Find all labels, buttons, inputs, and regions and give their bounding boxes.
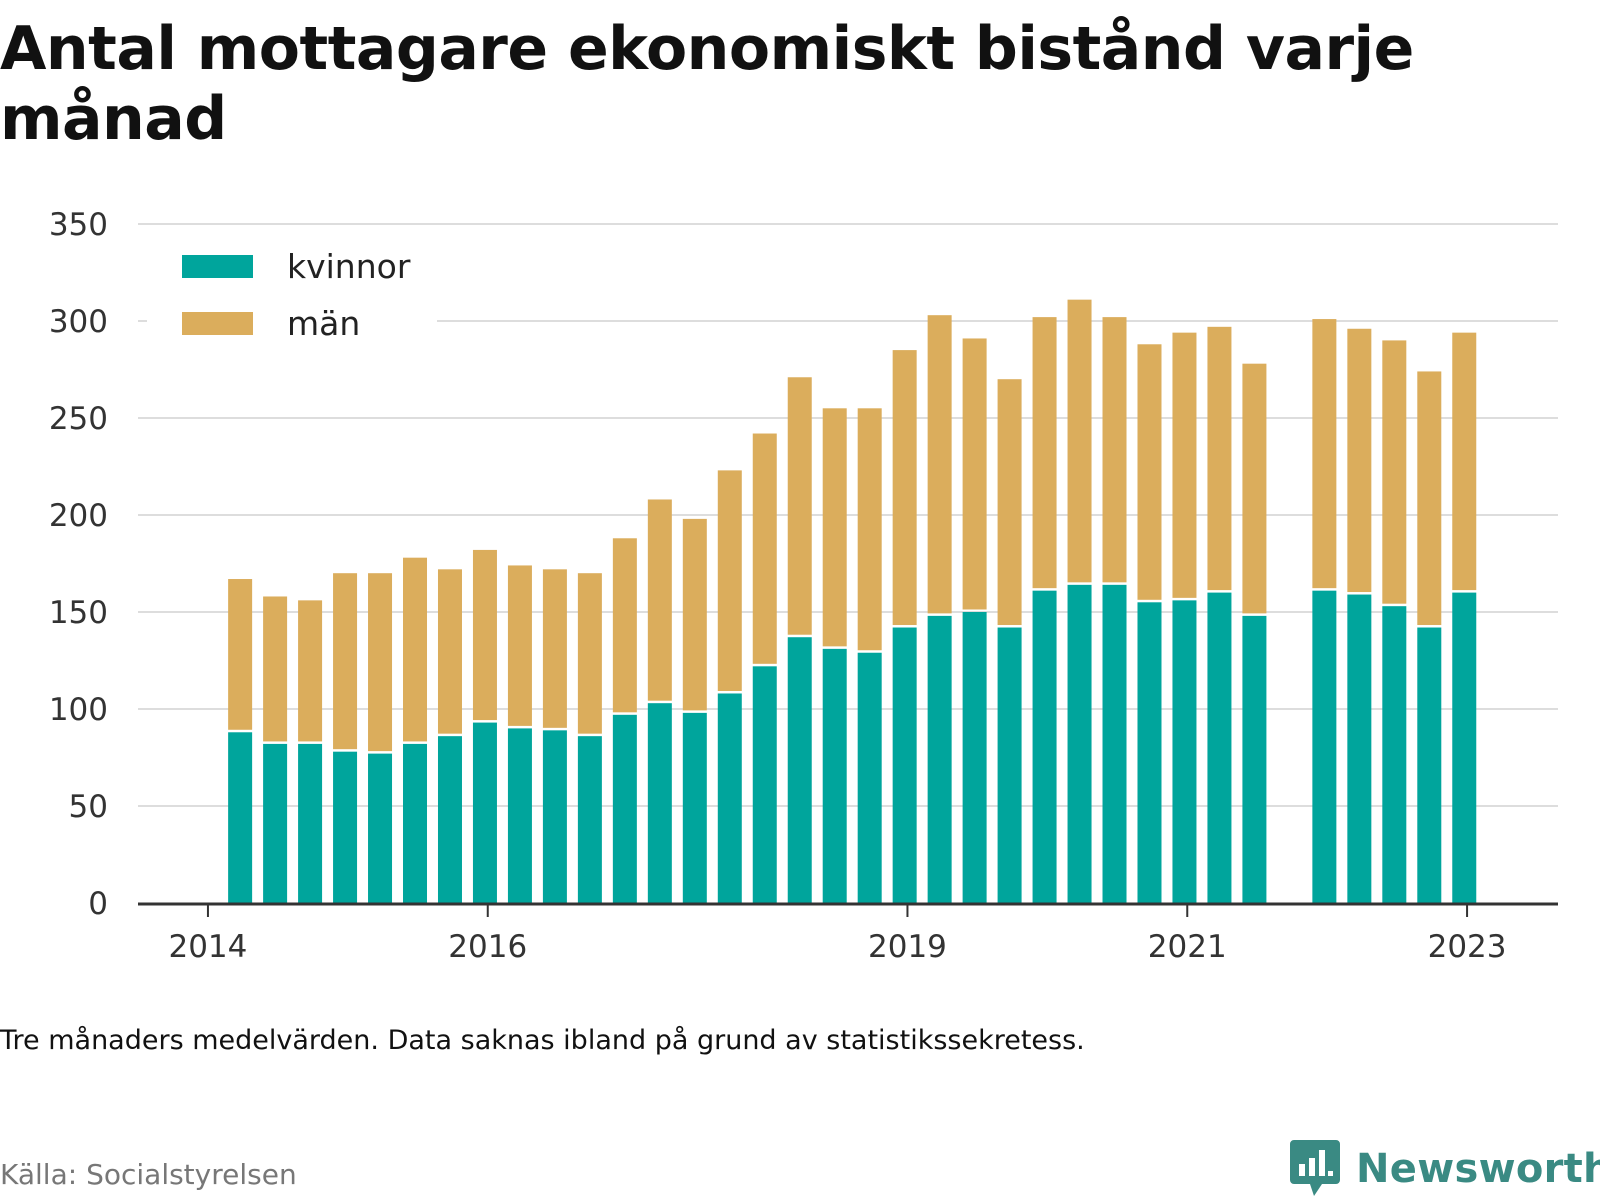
bar-man (997, 379, 1022, 626)
bar-kvinnor (997, 627, 1022, 903)
y-tick-label: 100 (49, 692, 108, 728)
bar-man (298, 600, 323, 742)
bar-kvinnor (1102, 584, 1127, 903)
bar-kvinnor (962, 612, 987, 903)
bar-man (962, 338, 987, 610)
bar-man (472, 549, 497, 721)
y-tick-label: 150 (49, 595, 108, 631)
x-tick-label: 2016 (448, 929, 527, 965)
bar-man (857, 408, 882, 651)
bar-man (647, 499, 672, 701)
stacked-bar-chart: 0 50 100 150 200 250 300 350 2014 2016 2019 2021 202… (49, 207, 1558, 965)
bar-man (228, 579, 253, 730)
x-tick-label: 2019 (868, 929, 947, 965)
bar-man (892, 350, 917, 626)
y-tick-label: 250 (49, 401, 108, 437)
bars (228, 299, 1477, 903)
bar-kvinnor (1032, 590, 1057, 903)
x-tick-label: 2023 (1428, 929, 1507, 965)
bar-kvinnor (1137, 602, 1162, 903)
bar-kvinnor (368, 753, 393, 903)
bar-man (263, 596, 288, 742)
bar-man (612, 538, 637, 713)
bar-kvinnor (472, 722, 497, 903)
legend-label: män (287, 304, 360, 343)
y-tick-label: 300 (49, 304, 108, 340)
bar-man (542, 569, 567, 728)
bar-man (437, 569, 462, 734)
y-tick-label: 50 (69, 789, 108, 825)
bar-kvinnor (682, 712, 707, 903)
brand-name: Newsworthy (1356, 1146, 1600, 1192)
bar-kvinnor (542, 730, 567, 903)
newsworthy-logo-icon (1290, 1140, 1340, 1196)
bar-kvinnor (263, 743, 288, 903)
axes: 0 50 100 150 200 250 300 350 2014 2016 2019 2021 202… (49, 207, 1558, 965)
bar-kvinnor (1382, 606, 1407, 903)
bar-man (1382, 340, 1407, 604)
bar-kvinnor (1347, 594, 1372, 903)
bar-man (1172, 332, 1197, 598)
bar-man (1347, 328, 1372, 593)
bar-man (507, 565, 532, 726)
y-tick-label: 0 (88, 886, 108, 922)
bar-kvinnor (1207, 592, 1232, 903)
bar-kvinnor (333, 751, 358, 903)
bar-kvinnor (228, 732, 253, 903)
bar-kvinnor (403, 743, 428, 903)
bar-kvinnor (647, 703, 672, 903)
bar-man (368, 573, 393, 752)
bar-man (752, 433, 777, 664)
bar-kvinnor (857, 652, 882, 903)
bar-man (1242, 363, 1267, 614)
bar-man (682, 518, 707, 711)
bar-kvinnor (892, 627, 917, 903)
legend: kvinnor män (147, 238, 437, 354)
bar-kvinnor (298, 743, 323, 903)
y-tick-label: 200 (49, 498, 108, 534)
bar-man (717, 470, 742, 691)
bar-man (822, 408, 847, 647)
bar-kvinnor (717, 693, 742, 903)
y-tick-label: 350 (49, 207, 108, 243)
bar-man (333, 573, 358, 750)
bar-man (1102, 317, 1127, 583)
bar-kvinnor (1417, 627, 1442, 903)
chart-title: Antal mottagare ekonomiskt bistånd varje… (0, 14, 1414, 154)
bar-kvinnor (507, 728, 532, 903)
x-tick-label: 2021 (1148, 929, 1227, 965)
bar-kvinnor (927, 615, 952, 903)
legend-label: kvinnor (287, 247, 411, 286)
bar-kvinnor (1312, 590, 1337, 903)
chart-note: Tre månaders medelvärden. Data saknas ib… (0, 1025, 1085, 1056)
bar-man (1452, 332, 1477, 591)
bar-kvinnor (577, 736, 602, 903)
bar-man (1137, 344, 1162, 600)
legend-swatch (182, 312, 253, 335)
source-label: Källa: Socialstyrelsen (0, 1158, 297, 1191)
bar-kvinnor (437, 736, 462, 903)
bar-kvinnor (612, 714, 637, 903)
x-tick-label: 2014 (168, 929, 247, 965)
bar-man (1417, 371, 1442, 626)
bar-man (1032, 317, 1057, 589)
bar-kvinnor (1242, 615, 1267, 903)
bar-kvinnor (752, 666, 777, 903)
bar-man (787, 377, 812, 635)
bar-man (1067, 299, 1092, 583)
legend-swatch (182, 255, 253, 278)
bar-man (577, 573, 602, 734)
bar-man (403, 557, 428, 742)
bar-kvinnor (1067, 584, 1092, 903)
newsworthy-logo: Newsworthy (1290, 1139, 1600, 1199)
bar-kvinnor (1172, 600, 1197, 903)
bar-man (1312, 319, 1337, 589)
bar-kvinnor (787, 637, 812, 903)
bar-man (1207, 326, 1232, 591)
bar-kvinnor (1452, 592, 1477, 903)
bar-man (927, 315, 952, 614)
bar-kvinnor (822, 648, 847, 903)
